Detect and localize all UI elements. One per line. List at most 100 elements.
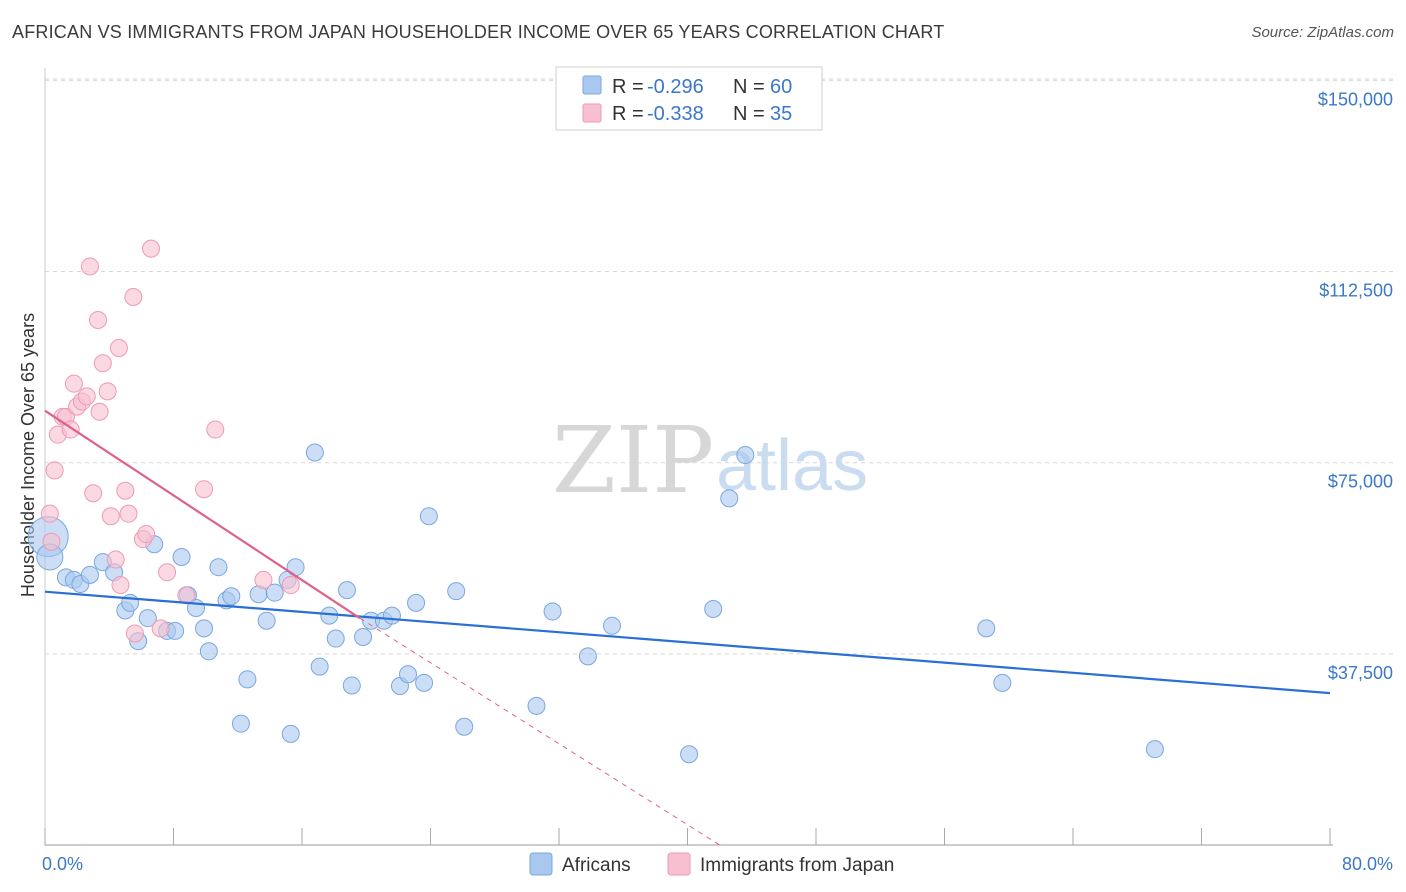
japan-point [177, 586, 196, 605]
africans-point [419, 507, 438, 526]
bottom-legend-swatch-japan [667, 852, 691, 876]
africans-point [993, 673, 1012, 692]
x-tick-label-min: 0.0% [42, 854, 83, 874]
trend-lines [44, 409, 1331, 846]
africans-point [736, 446, 755, 465]
y-tick-label: $75,000 [1328, 472, 1393, 492]
y-tick-label: $37,500 [1328, 663, 1393, 683]
africans-point [407, 593, 426, 612]
bottom-legend: Africans Immigrants from Japan [529, 852, 894, 876]
africans-point [578, 647, 597, 666]
japan-point [90, 402, 109, 421]
africans-point [231, 714, 250, 733]
africans-point [80, 565, 99, 584]
africans-point [222, 587, 241, 606]
source-credit: Source: ZipAtlas.com [1251, 24, 1394, 41]
x-tick-label-max: 80.0% [1342, 854, 1393, 874]
japan-trend-extension [359, 617, 720, 846]
watermark-zip: ZIP [552, 407, 714, 514]
legend-swatch-japan [582, 103, 602, 123]
africans-point [337, 581, 356, 600]
gridlines [45, 78, 1395, 655]
legend-r-label: R = [612, 76, 644, 98]
africans-point [199, 642, 218, 661]
japan-trend-line [44, 409, 361, 620]
africans-point [415, 673, 434, 692]
africans-point [281, 724, 300, 743]
japan-point [119, 504, 138, 523]
japan-point [116, 481, 135, 500]
africans-point [354, 628, 373, 647]
africans-point [265, 583, 284, 602]
y-tick-labels: $37,500 $75,000 $112,500 $150,000 [1318, 89, 1393, 682]
africans-point [704, 599, 723, 618]
africans-point [720, 489, 739, 508]
y-axis-label: Householder Income Over 65 years [18, 313, 38, 597]
africans-point [326, 629, 345, 648]
japan-point [80, 257, 99, 276]
africans-point [543, 602, 562, 621]
legend-r-value-africans: -0.296 [647, 76, 704, 98]
legend-n-value-africans: 60 [770, 76, 792, 98]
japan-point [77, 387, 96, 406]
africans-point [342, 676, 361, 695]
japan-point [125, 624, 144, 643]
japan-point [206, 420, 225, 439]
japan-point [111, 576, 130, 595]
africans-point [305, 443, 324, 462]
africans-point [382, 606, 401, 625]
japan-point [101, 507, 120, 526]
legend-r-value-japan: -0.338 [647, 103, 704, 125]
africans-point [603, 616, 622, 635]
bottom-legend-swatch-africans [529, 852, 553, 876]
africans-point [310, 657, 329, 676]
y-tick-label: $112,500 [1319, 281, 1393, 301]
japan-point [124, 288, 143, 307]
legend-box: R = -0.296 N = 60 R = -0.338 N = 35 [555, 66, 823, 131]
bottom-legend-label-africans: Africans [562, 855, 631, 876]
africans-point [238, 670, 257, 689]
y-tick-label: $150,000 [1318, 89, 1393, 109]
japan-point [195, 480, 214, 499]
japan-point [98, 382, 117, 401]
chart-title: AFRICAN VS IMMIGRANTS FROM JAPAN HOUSEHO… [12, 22, 945, 42]
japan-point [64, 374, 83, 393]
africans-point [977, 619, 996, 638]
watermark: ZIP atlas [552, 407, 868, 514]
africans-point [138, 609, 157, 628]
africans-point [172, 547, 191, 566]
legend-n-value-japan: 35 [770, 103, 792, 125]
africans-point [447, 582, 466, 601]
japan-point [137, 525, 156, 544]
africans-trend-line [44, 590, 1331, 695]
japan-point [42, 532, 61, 551]
legend-n-label: N = [733, 76, 765, 98]
japan-point [40, 504, 59, 523]
japan-point [109, 339, 128, 358]
japan-point [151, 619, 170, 638]
africans-point [680, 745, 699, 764]
x-tick-marks [44, 828, 1331, 845]
japan-point [89, 310, 108, 329]
africans-point [209, 558, 228, 577]
japan-point [254, 570, 273, 589]
japan-point [106, 550, 125, 569]
africans-point [1145, 740, 1164, 759]
africans-point [455, 717, 474, 736]
africans-point [527, 696, 546, 715]
japan-point [142, 239, 161, 258]
africans-point [195, 619, 214, 638]
africans-point [399, 665, 418, 684]
japan-point [93, 354, 112, 373]
series-africans-points [27, 443, 1164, 764]
japan-point [84, 484, 103, 503]
series-japan-points [40, 239, 300, 643]
japan-point [281, 576, 300, 595]
watermark-atlas: atlas [716, 426, 868, 506]
legend-r-label: R = [612, 103, 644, 125]
legend-n-label: N = [733, 103, 765, 125]
legend-swatch-africans [582, 75, 602, 95]
africans-point [257, 611, 276, 630]
bottom-legend-label-japan: Immigrants from Japan [700, 855, 894, 876]
